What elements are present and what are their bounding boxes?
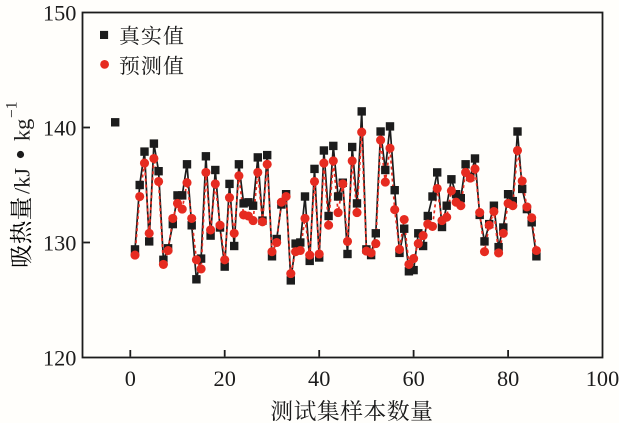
svg-text:−1: −1 — [4, 102, 21, 119]
svg-text:120: 120 — [43, 346, 76, 371]
svg-text:130: 130 — [43, 231, 76, 256]
svg-text:0: 0 — [125, 366, 136, 391]
svg-text:40: 40 — [308, 366, 330, 391]
svg-text:kg: kg — [10, 119, 35, 141]
svg-text:20: 20 — [214, 366, 236, 391]
svg-text:150: 150 — [43, 1, 76, 26]
svg-text:100: 100 — [586, 366, 619, 391]
svg-text:80: 80 — [497, 366, 519, 391]
svg-text:140: 140 — [43, 116, 76, 141]
svg-text:/kJ: /kJ — [10, 168, 35, 194]
svg-text:60: 60 — [402, 366, 424, 391]
